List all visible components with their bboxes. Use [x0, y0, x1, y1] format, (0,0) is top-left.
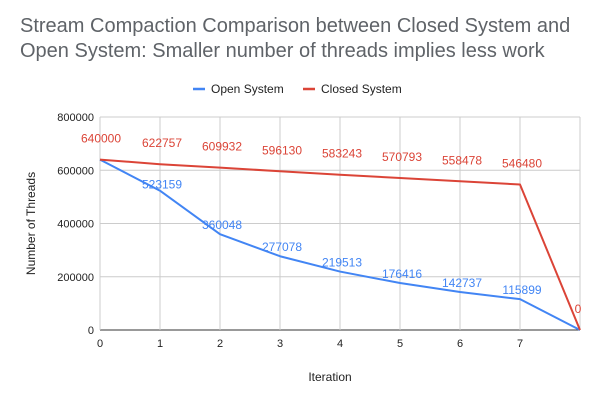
y-axis-title: Number of Threads [24, 172, 38, 275]
data-label: 622757 [142, 136, 182, 150]
data-label: 570793 [382, 150, 422, 164]
x-tick-label: 5 [397, 338, 403, 350]
legend-label: Open System [211, 82, 284, 96]
data-label: 583243 [322, 147, 362, 161]
data-label: 142737 [442, 276, 482, 290]
y-tick-label: 400000 [57, 219, 94, 231]
data-label: 360048 [202, 218, 242, 232]
y-tick-label: 800000 [57, 112, 94, 124]
x-tick-label: 4 [337, 338, 343, 350]
series-line [99, 158, 581, 331]
data-label: 523159 [142, 178, 182, 192]
chart-title: Stream Compaction Comparison between Clo… [20, 14, 570, 64]
x-tick-label: 2 [217, 338, 223, 350]
data-label: 640000 [81, 132, 121, 146]
data-label: 558478 [442, 153, 482, 167]
data-label: 596130 [262, 143, 302, 157]
y-tick-label: 0 [88, 325, 94, 337]
y-tick-label: 600000 [57, 165, 94, 177]
data-label: 0 [575, 302, 582, 316]
data-label: 277078 [262, 240, 302, 254]
x-tick-label: 6 [457, 338, 463, 350]
data-label: 609932 [202, 140, 242, 154]
x-tick-label: 3 [277, 338, 283, 350]
x-tick-label: 0 [97, 338, 103, 350]
y-tick-label: 200000 [57, 272, 94, 284]
x-tick-label: 7 [517, 338, 523, 350]
chart-title-line-2: Open System: Smaller number of threads i… [20, 40, 545, 62]
legend-label: Closed System [321, 82, 402, 96]
chart-title-line-1: Stream Compaction Comparison between Clo… [20, 15, 571, 37]
data-label: 219513 [322, 256, 362, 270]
data-label: 115899 [502, 283, 541, 297]
data-label: 176416 [382, 267, 422, 281]
x-axis-title: Iteration [308, 370, 351, 384]
series-line [99, 158, 581, 331]
x-tick-label: 1 [157, 338, 163, 350]
data-label: 546480 [502, 156, 542, 170]
